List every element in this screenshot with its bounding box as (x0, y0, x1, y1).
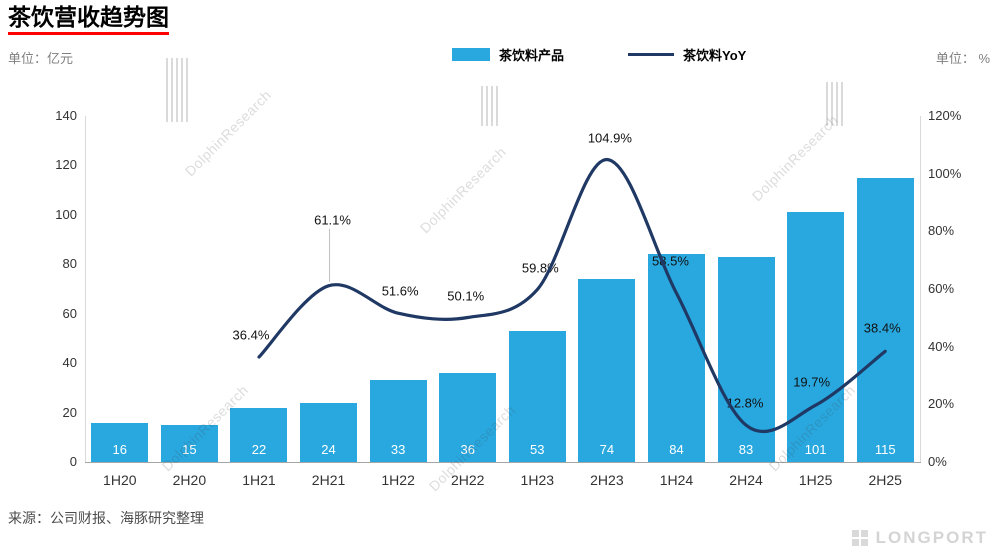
longport-logo-text: LONGPORT (875, 528, 988, 547)
x-axis-label: 1H22 (381, 472, 415, 488)
yoy-data-label: 12.8% (726, 395, 764, 411)
right-axis-unit-label: 单位： % (935, 51, 990, 66)
bar: 53 (508, 331, 566, 462)
barcode-watermark (166, 58, 189, 122)
x-axis-label: 2H25 (868, 472, 902, 488)
y-axis-tick-right: 20% (928, 396, 955, 412)
yoy-data-label: 61.1% (314, 212, 351, 228)
bar-value-label: 24 (321, 442, 336, 457)
bar-series-label: 茶饮料产品 (499, 48, 565, 63)
bar: 36 (439, 373, 497, 462)
x-axis-label: 1H25 (798, 472, 833, 488)
legend-item-bars: 茶饮料产品 (452, 45, 564, 64)
bar-series-swatch (452, 48, 490, 61)
y-axis-tick-left: 120 (55, 157, 77, 173)
bar-value-label: 22 (251, 442, 267, 457)
y-axis-tick-left: 0 (69, 454, 77, 469)
x-axis-label: 1H24 (659, 472, 694, 488)
source-note: 来源：公司财报、海豚研究整理 (8, 510, 204, 526)
legend: 茶饮料产品 茶饮料YoY (452, 45, 746, 64)
longport-logo: LONGPORT (851, 528, 988, 548)
yoy-data-label: 19.7% (793, 374, 831, 390)
y-axis-tick-right: 120% (928, 108, 962, 123)
bar: 33 (369, 380, 427, 462)
bar-value-label: 53 (530, 442, 545, 457)
y-axis-tick-left: 100 (55, 206, 77, 222)
yoy-data-label: 104.9% (587, 130, 632, 146)
bar-value-label: 74 (599, 442, 615, 457)
bar-value-label: 33 (390, 442, 406, 457)
bar-value-label: 36 (460, 442, 475, 457)
longport-logo-icon (851, 530, 868, 546)
y-axis-tick-left: 140 (55, 108, 77, 123)
bar: 74 (578, 279, 636, 462)
x-axis-label: 2H21 (311, 472, 346, 488)
y-axis-tick-right: 40% (928, 338, 955, 354)
yoy-data-label: 38.4% (863, 320, 901, 336)
y-axis-tick-left: 60 (62, 305, 77, 321)
x-axis-label: 2H22 (450, 472, 485, 488)
bar-value-label: 115 (874, 442, 896, 457)
chart-plot: 16 15 22 24 33 36 53 74 84 83 101 115 36.4% 61.1% 51.6… (85, 116, 920, 462)
legend-item-line: 茶饮料YoY (628, 45, 746, 64)
bar: 24 (300, 402, 358, 462)
bar: 115 (856, 177, 914, 462)
y-axis-tick-right: 60% (928, 281, 955, 296)
right-axis-line (920, 116, 921, 462)
x-axis-label: 1H21 (242, 472, 276, 488)
bar: 83 (717, 256, 775, 462)
y-axis-tick-right: 0% (928, 454, 947, 469)
y-axis-tick-left: 40 (62, 355, 77, 371)
bar: 22 (230, 407, 288, 462)
yoy-data-label: 36.4% (232, 327, 270, 343)
y-axis-tick-left: 80 (62, 256, 77, 272)
y-axis-tick-right: 100% (928, 165, 962, 181)
bar: 16 (91, 422, 149, 462)
x-axis-label: 1H20 (103, 472, 137, 488)
yoy-line-layer (257, 157, 887, 433)
yoy-data-label: 50.1% (447, 288, 485, 304)
bar-value-label: 15 (182, 442, 197, 457)
bar-value-label: 101 (804, 442, 827, 457)
bar-value-label: 83 (738, 442, 754, 457)
page-title: 茶饮营收趋势图 (8, 4, 169, 36)
yoy-line (257, 157, 887, 433)
yoy-data-label: 51.6% (381, 283, 419, 299)
x-axis-label: 2H20 (172, 472, 207, 488)
bar-value-label: 16 (112, 442, 128, 457)
bar: 101 (787, 212, 845, 462)
bar: 84 (647, 254, 705, 462)
y-axis-tick-right: 80% (928, 223, 955, 239)
x-axis-label: 1H23 (520, 472, 555, 488)
y-axis-tick-left: 20 (62, 404, 77, 420)
x-axis-label: 2H23 (590, 472, 624, 488)
left-axis-line (85, 116, 86, 462)
line-series-swatch (628, 53, 675, 56)
left-axis-unit-label: 单位：亿元 (8, 51, 74, 66)
bar: 15 (160, 424, 218, 462)
x-axis-label: 2H24 (729, 472, 763, 488)
x-axis-line (85, 462, 921, 463)
line-series-label: 茶饮料YoY (683, 48, 747, 63)
bar-value-label: 84 (669, 442, 684, 457)
